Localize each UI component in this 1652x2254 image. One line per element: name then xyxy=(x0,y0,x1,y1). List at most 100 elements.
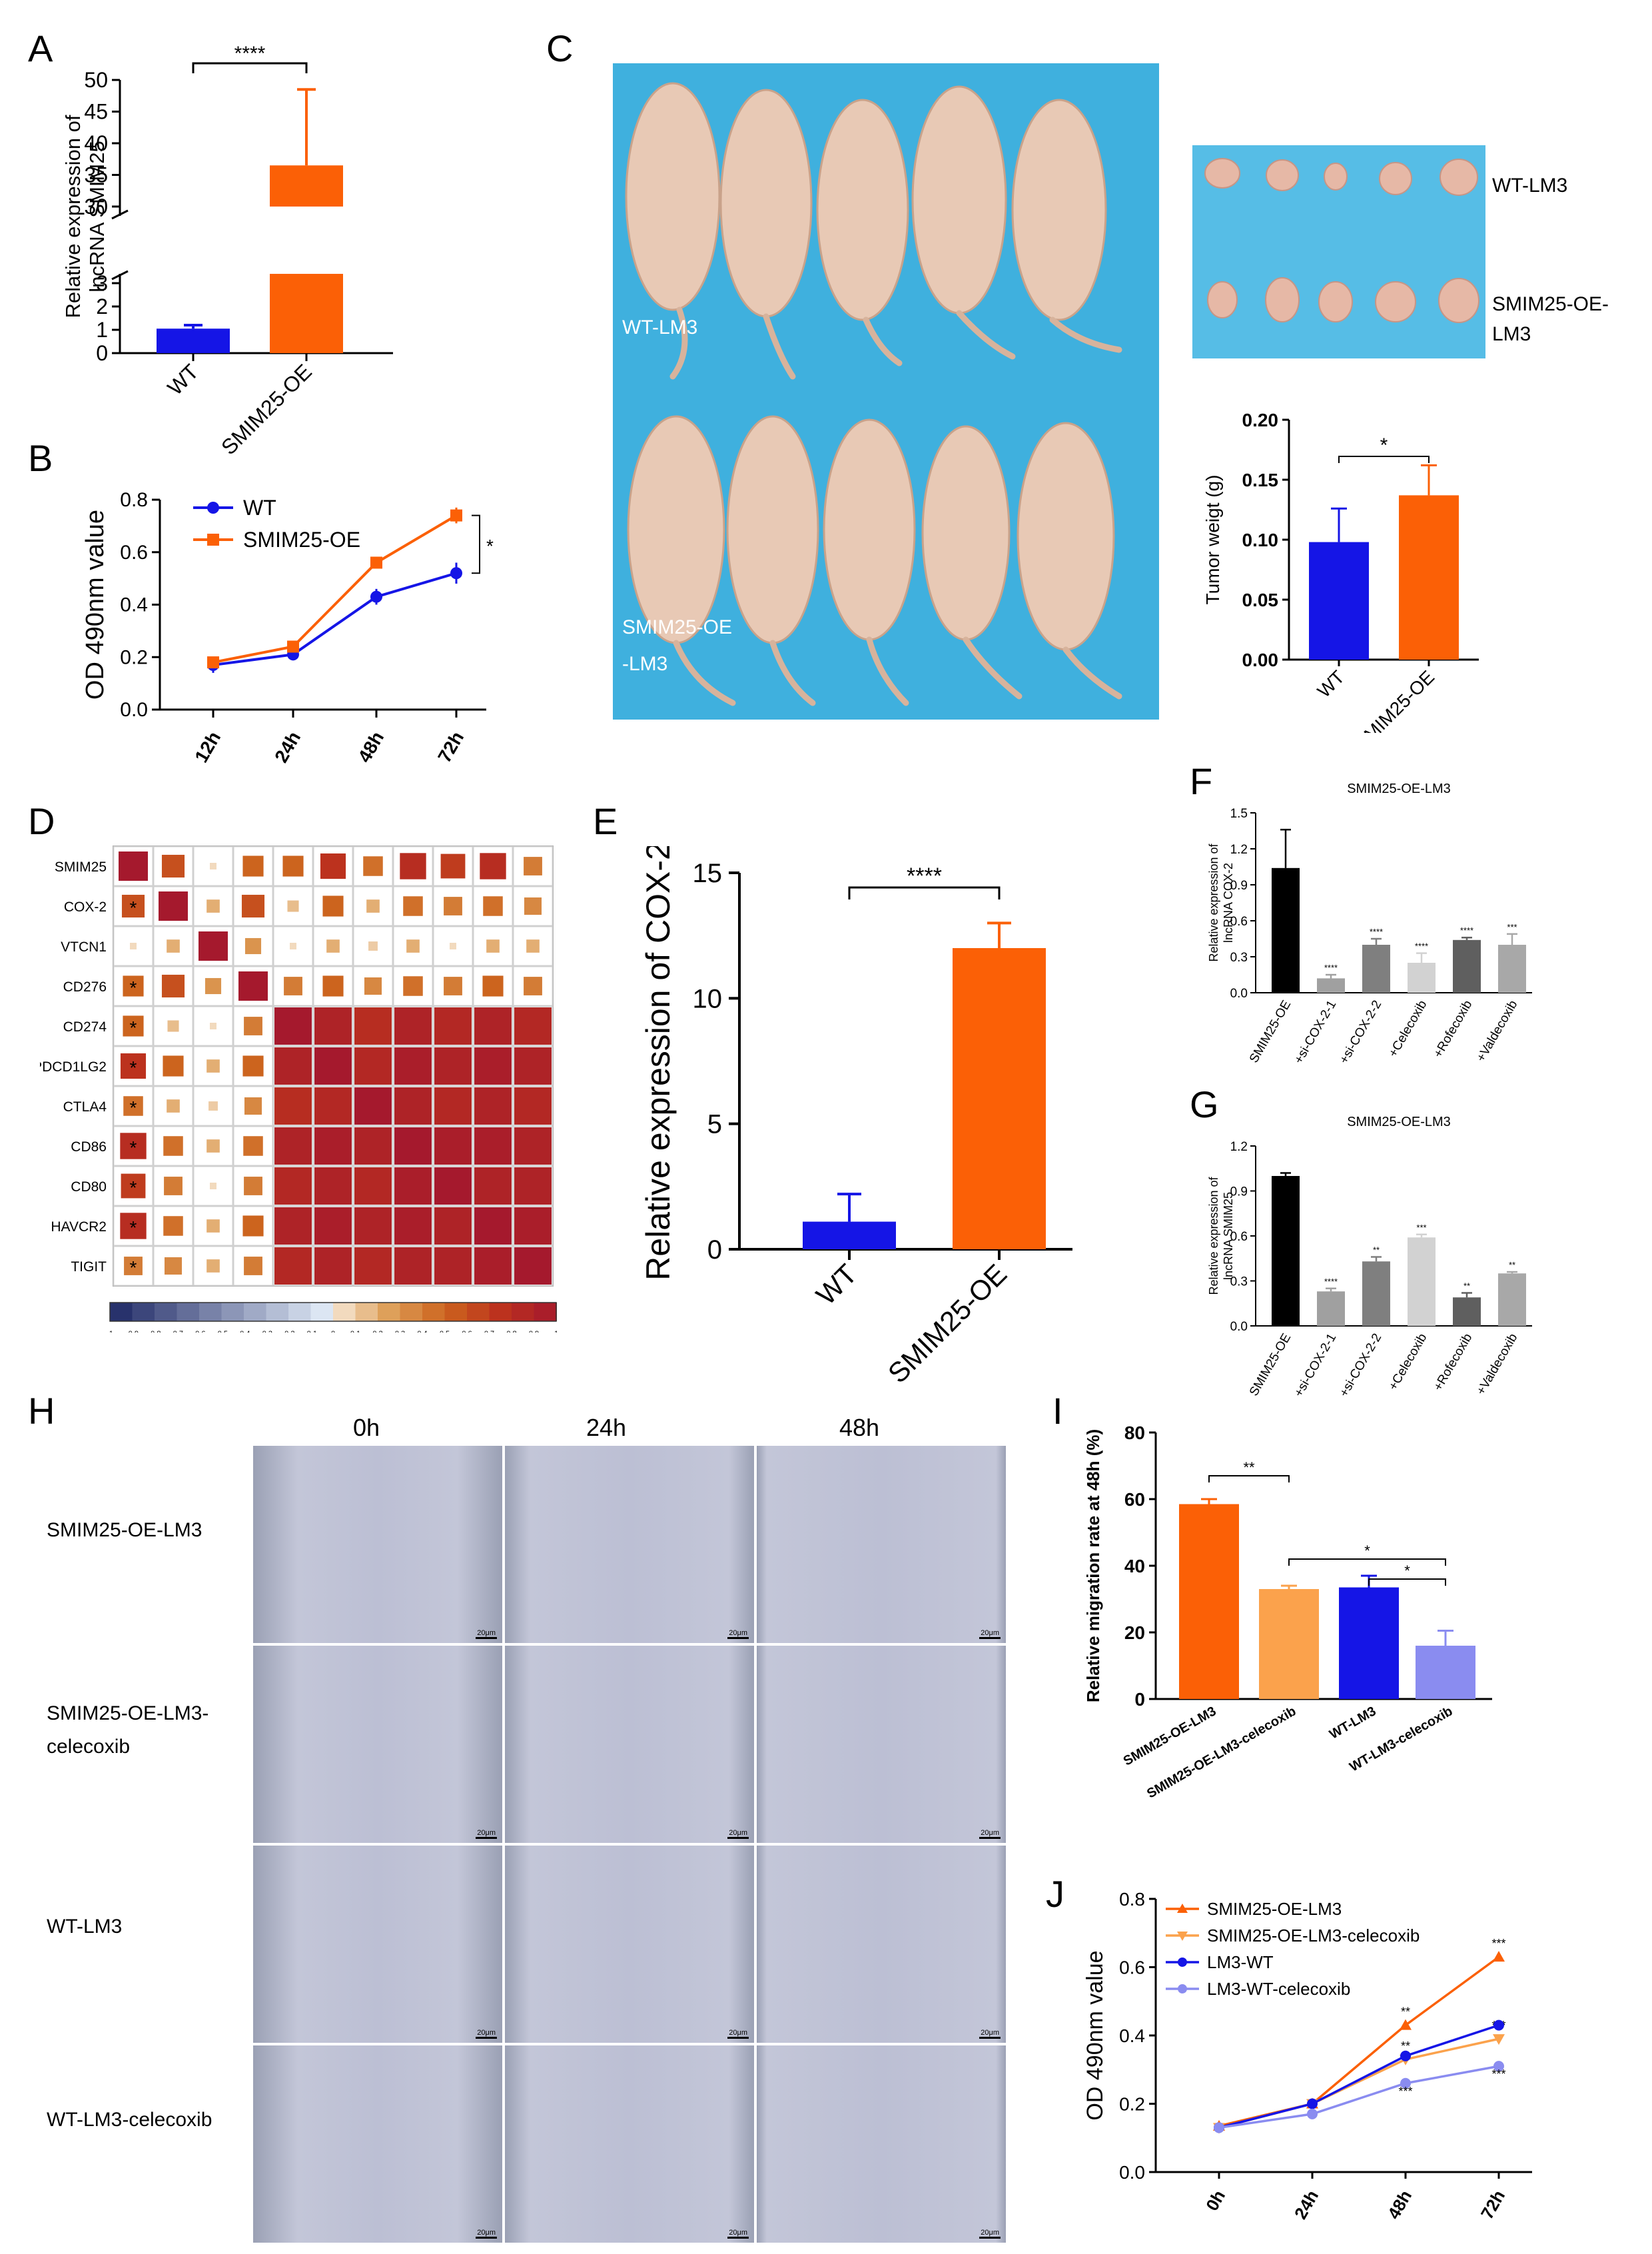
heatmap-cell xyxy=(206,1259,220,1273)
y-tick-label: 30 xyxy=(84,195,108,219)
heatmap-cell xyxy=(206,899,220,913)
heatmap-cell xyxy=(244,1177,262,1195)
bar-1 xyxy=(1317,1291,1345,1326)
heatmap-cell xyxy=(161,854,185,878)
mice-label-wt: WT-LM3 xyxy=(622,316,698,338)
heatmap-cell xyxy=(123,975,144,997)
heatmap-cell xyxy=(206,1139,220,1153)
legend-label: SMIM25-OE-LM3-celecoxib xyxy=(1207,1926,1420,1946)
scratch-image: 20μm xyxy=(505,1846,754,2043)
row-label: SMIM25 xyxy=(55,859,107,875)
colorbar-frame xyxy=(109,1302,557,1322)
colorbar-segment xyxy=(378,1303,401,1321)
bar-wt xyxy=(157,328,230,353)
heatmap-cell xyxy=(241,894,265,918)
heatmap-cell xyxy=(364,977,382,995)
series-line-1 xyxy=(1218,2037,1499,2129)
row-label-wt: WT-LM3 xyxy=(47,1916,123,1938)
y-axis-label: Relative expression of xyxy=(1207,1176,1220,1295)
y-tick-label: 10 xyxy=(693,984,723,1013)
heatmap-cell xyxy=(354,1167,392,1205)
y-tick-label: 40 xyxy=(1124,1556,1145,1576)
colorbar-tick-label: 0.6 xyxy=(462,1330,472,1333)
significance-star: * xyxy=(130,1017,137,1038)
x-tick-label: 24h xyxy=(1290,2187,1322,2223)
legend-marker xyxy=(1178,1958,1187,1967)
legend-label-oe: SMIM25-OE xyxy=(243,528,360,552)
y-axis-label: Tumor weigt (g) xyxy=(1202,474,1223,604)
heatmap-cell xyxy=(514,1087,552,1125)
colorbar-segment xyxy=(266,1303,289,1321)
legend-marker xyxy=(1177,1904,1188,1913)
heatmap-cell xyxy=(130,943,137,949)
x-tick-label: 24h xyxy=(270,728,304,766)
sig-label: **** xyxy=(1415,941,1428,951)
colorbar-segment xyxy=(288,1303,312,1321)
y-tick-label: 80 xyxy=(1124,1422,1145,1443)
heatmap-cell xyxy=(394,1207,432,1245)
heatmap-cell xyxy=(274,1007,312,1045)
heatmap-cell xyxy=(514,1127,552,1165)
series-line-3 xyxy=(1218,2065,1499,2129)
heatmap-cell xyxy=(284,977,302,995)
sig-label: * xyxy=(486,536,494,556)
legend-marker-oe xyxy=(207,534,219,546)
heatmap-cell xyxy=(123,1015,144,1037)
heatmap-cell xyxy=(526,939,540,953)
x-tick-label: +Valdecoxib xyxy=(1474,998,1521,1064)
chart-title: SMIM25-OE-LM3 xyxy=(1347,1115,1451,1129)
heatmap-cell xyxy=(514,1207,552,1245)
colorbar-segment xyxy=(310,1303,334,1321)
colorbar-segment xyxy=(355,1303,378,1321)
scratch-image: 20μm xyxy=(505,2045,754,2243)
colorbar-segment xyxy=(400,1303,423,1321)
scratch-image: 20μm xyxy=(505,1446,754,1643)
y-tick-label: 35 xyxy=(84,163,108,187)
colorbar-tick-label: 0.7 xyxy=(484,1330,494,1333)
heatmap-cell xyxy=(524,977,542,995)
y-axis-label-2: lncRNA COX-2 xyxy=(1222,863,1235,943)
colorbar-segment xyxy=(467,1303,490,1321)
bar-2 xyxy=(1362,1261,1390,1326)
y-tick-label: 0.20 xyxy=(1242,410,1279,430)
heatmap-cell-border xyxy=(512,1245,554,1287)
x-tick-label: +Rofecoxib xyxy=(1431,1331,1475,1393)
scratch-image: 20μm xyxy=(757,1846,1006,2043)
heatmap-cell xyxy=(366,899,380,913)
tumor-label-wt: WT-LM3 xyxy=(1492,175,1568,197)
bar-3 xyxy=(1408,1237,1436,1326)
heatmap-cell xyxy=(434,1207,472,1245)
sig-bracket xyxy=(192,62,308,73)
heatmap-cell xyxy=(210,1023,216,1029)
heatmap-cell xyxy=(274,1087,312,1125)
y-tick-label: 0.3 xyxy=(1230,1275,1248,1289)
heatmap-cell xyxy=(206,1219,220,1233)
heatmap-cell xyxy=(238,971,268,1001)
y-axis-label: Relative expression of xyxy=(61,115,85,318)
heatmap-cell xyxy=(434,1047,472,1085)
panel-label-i: I xyxy=(1052,1390,1063,1432)
x-tick-label: 12h xyxy=(191,728,224,766)
x-tick-label: 0h xyxy=(1202,2187,1229,2214)
sig-label: ** xyxy=(1243,1459,1255,1476)
bar-5 xyxy=(1498,945,1526,993)
data-point xyxy=(370,590,382,603)
y-tick-label: 0.05 xyxy=(1242,590,1279,610)
colorbar-tick-label: -0.5 xyxy=(215,1330,228,1333)
sig-label: *** xyxy=(1416,1223,1426,1233)
sig-label: *** xyxy=(1491,2067,1505,2081)
sig-label: *** xyxy=(1398,2085,1412,2098)
heatmap-cell xyxy=(123,1096,143,1116)
colorbar-tick-label: -0.1 xyxy=(304,1330,317,1333)
y-tick-label: 0.9 xyxy=(1230,1185,1248,1199)
x-tick-label: WT xyxy=(810,1258,863,1311)
y-tick-label: 1.5 xyxy=(1230,807,1248,821)
data-point xyxy=(370,556,382,569)
row-label: CD274 xyxy=(63,1019,107,1035)
heatmap-cell xyxy=(163,1055,184,1077)
x-tick-label: +si-COX-2-2 xyxy=(1337,998,1384,1066)
sig-label: * xyxy=(1364,1542,1370,1559)
heatmap-cell xyxy=(164,1257,183,1275)
y-tick-label: 0.3 xyxy=(1230,951,1248,965)
